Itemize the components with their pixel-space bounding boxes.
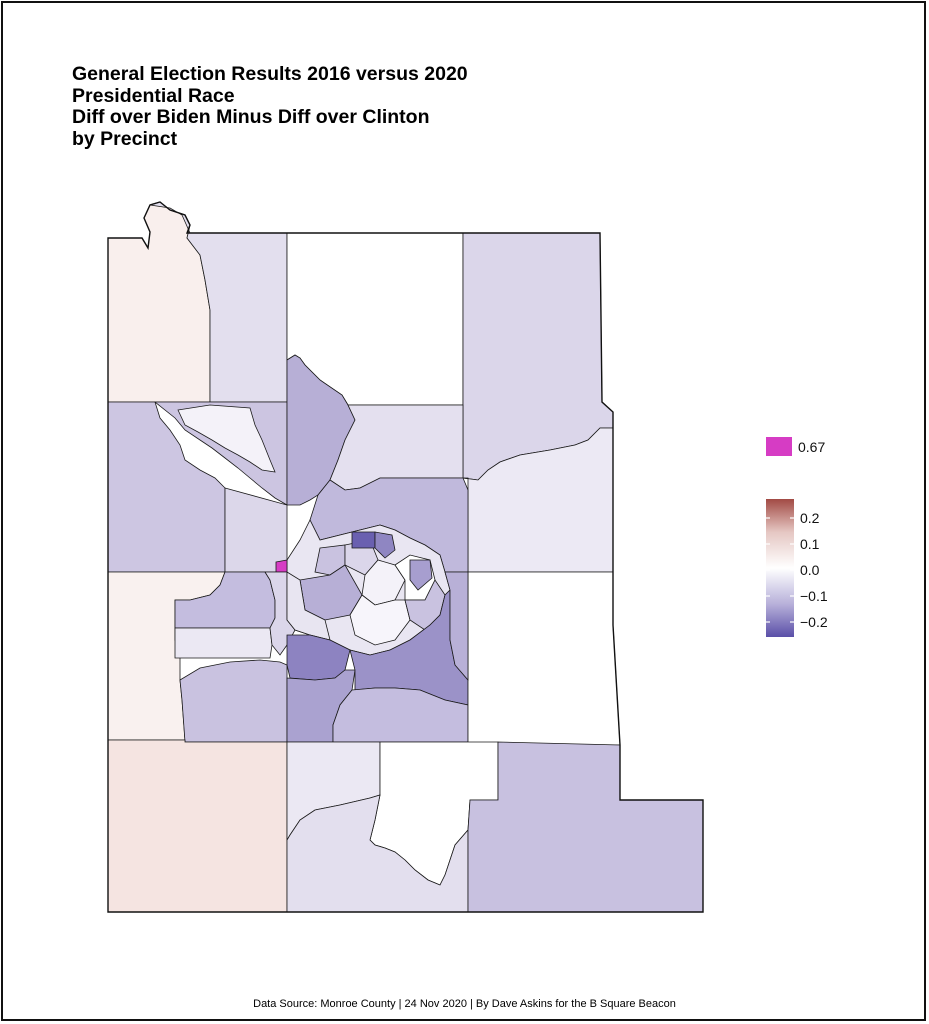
county-outline — [107, 201, 704, 913]
county-map — [107, 201, 704, 913]
precinct-sw-city — [179, 659, 288, 743]
precinct-city-darkblue — [351, 531, 376, 549]
legend-tick-label: 0.0 — [800, 562, 820, 578]
legend-outlier-label: 0.67 — [798, 439, 825, 455]
legend-tick-marks — [766, 517, 794, 623]
precinct-ellettsville-inner — [177, 404, 276, 473]
precinct-se-bottom — [467, 741, 704, 913]
precinct-city-ring-i — [409, 559, 433, 591]
legend-tick-label: 0.2 — [800, 510, 820, 526]
map-title: General Election Results 2016 versus 202… — [72, 63, 468, 150]
precinct-s-bottom-3 — [286, 794, 469, 913]
legend-tick-label: −0.1 — [800, 588, 828, 604]
precinct-city-ring-c — [374, 531, 396, 559]
precinct-e-city-edge — [444, 571, 469, 682]
precinct-city-ring-g — [349, 594, 411, 646]
precinct-sw-bottom — [107, 739, 288, 913]
title-line-3: Diff over Biden Minus Diff over Clinton — [72, 106, 430, 128]
legend-outlier-swatch — [766, 437, 792, 456]
precinct-w-city-2 — [174, 627, 273, 659]
legend-color-scale — [766, 499, 794, 637]
title-line-4: by Precinct — [72, 127, 178, 150]
title-line-2: Presidential Race — [72, 84, 235, 107]
precinct-nw-top — [107, 201, 211, 403]
legend-tick-label: 0.1 — [800, 536, 820, 552]
data-source-footer: Data Source: Monroe County | 24 Nov 2020… — [253, 998, 676, 1010]
legend-tick-label: −0.2 — [800, 614, 828, 630]
precinct-mid-west-2 — [224, 487, 288, 573]
precinct-outlier — [275, 559, 288, 573]
title-line-1: General Election Results 2016 versus 202… — [72, 63, 468, 85]
precinct-east-mid — [467, 571, 621, 746]
